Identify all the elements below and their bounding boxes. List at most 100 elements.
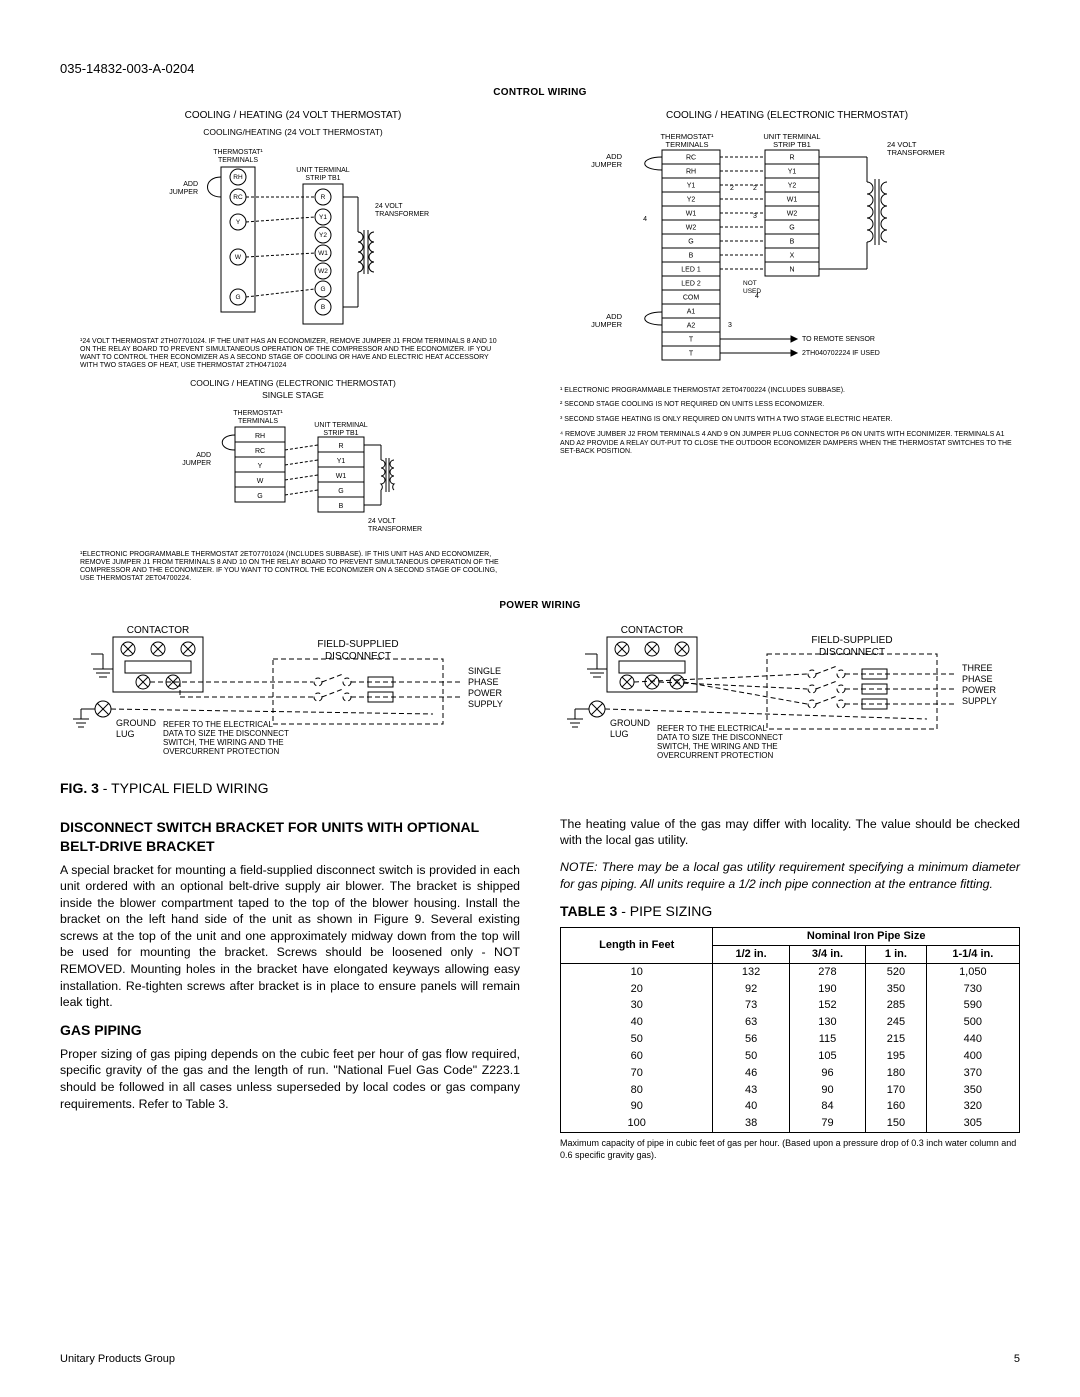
left-sub2: COOLING / HEATING (ELECTRONIC THERMOSTAT… — [60, 378, 526, 401]
table-row: 101322785201,050 — [561, 963, 1020, 980]
svg-text:POWER: POWER — [962, 685, 997, 695]
left-fn2: ¹ELECTRONIC PROGRAMMABLE THERMOSTAT 2ET0… — [80, 551, 506, 583]
svg-text:W: W — [235, 254, 242, 261]
svg-text:2: 2 — [753, 185, 757, 192]
diagram-elec-full: THERMOSTAT¹TERMINALS UNIT TERMINALSTRIP … — [554, 127, 1020, 367]
svg-text:R: R — [321, 194, 326, 201]
svg-text:RH: RH — [233, 174, 243, 181]
svg-text:TERMINALS: TERMINALS — [218, 157, 258, 164]
svg-text:LUG: LUG — [610, 729, 629, 739]
svg-text:ADD: ADD — [183, 181, 198, 188]
th-col: 1/2 in. — [713, 945, 789, 963]
svg-text:W2: W2 — [787, 210, 798, 217]
svg-text:N: N — [789, 266, 794, 273]
footnote: ⁴ REMOVE JUMBER J2 FROM TERMINALS 4 AND … — [560, 431, 1014, 457]
svg-text:STRIP TB1: STRIP TB1 — [323, 430, 358, 437]
svg-text:W1: W1 — [686, 210, 697, 217]
th-length: Length in Feet — [561, 927, 713, 963]
svg-text:STRIP TB1: STRIP TB1 — [305, 175, 340, 182]
right-main-title: COOLING / HEATING (ELECTRONIC THERMOSTAT… — [554, 109, 1020, 123]
svg-text:USED: USED — [743, 288, 761, 295]
footer-right: 5 — [1014, 1352, 1020, 1367]
svg-text:DISCONNECT: DISCONNECT — [819, 647, 885, 658]
svg-text:A2: A2 — [687, 322, 696, 329]
svg-text:THREE: THREE — [962, 663, 993, 673]
svg-text:Y: Y — [258, 463, 263, 470]
left-sub1: COOLING/HEATING (24 VOLT THERMOSTAT) — [60, 127, 526, 138]
svg-text:G: G — [320, 286, 325, 293]
svg-text:B: B — [339, 503, 344, 510]
footnote: ³ SECOND STAGE HEATING IS ONLY REQUIRED … — [560, 416, 1014, 425]
svg-text:4: 4 — [643, 216, 647, 223]
svg-text:W1: W1 — [336, 473, 347, 480]
power-wiring-label: POWER WIRING — [60, 599, 1020, 613]
heading-disconnect: DISCONNECT SWITCH BRACKET FOR UNITS WITH… — [60, 818, 520, 856]
svg-text:COM: COM — [683, 294, 700, 301]
svg-text:LED 2: LED 2 — [681, 280, 701, 287]
doc-number: 035-14832-003-A-0204 — [60, 60, 1020, 78]
svg-text:TO REMOTE SENSOR: TO REMOTE SENSOR — [802, 336, 875, 343]
svg-text:X: X — [790, 252, 795, 259]
svg-text:THERMOSTAT¹: THERMOSTAT¹ — [233, 410, 283, 417]
th-col: 1-1/4 in. — [926, 945, 1019, 963]
svg-text:UNIT TERMINAL: UNIT TERMINAL — [314, 422, 368, 429]
svg-text:OVERCURRENT PROTECTION: OVERCURRENT PROTECTION — [163, 747, 280, 756]
svg-text:SWITCH, THE WIRING AND THE: SWITCH, THE WIRING AND THE — [163, 738, 284, 747]
table-row: 804390170350 — [561, 1082, 1020, 1099]
svg-text:G: G — [789, 224, 794, 231]
svg-text:W1: W1 — [787, 196, 798, 203]
svg-text:Y1: Y1 — [687, 182, 696, 189]
svg-text:W2: W2 — [318, 268, 328, 275]
pipe-table: Length in Feet Nominal Iron Pipe Size 1/… — [560, 927, 1020, 1133]
table-row: 904084160320 — [561, 1098, 1020, 1115]
svg-text:B: B — [790, 238, 795, 245]
th-nominal: Nominal Iron Pipe Size — [713, 927, 1020, 945]
svg-text:TRANSFORMER: TRANSFORMER — [887, 148, 946, 157]
svg-text:REFER TO THE ELECTRICAL: REFER TO THE ELECTRICAL — [163, 720, 273, 729]
svg-text:B: B — [321, 304, 325, 311]
left-fn1: ¹24 VOLT THERMOSTAT 2TH07701024. IF THE … — [80, 338, 506, 370]
svg-text:SINGLE: SINGLE — [468, 666, 501, 676]
svg-text:DATA TO SIZE THE DISCONNECT: DATA TO SIZE THE DISCONNECT — [657, 733, 783, 742]
table-fn: Maximum capacity of pipe in cubic feet o… — [560, 1137, 1020, 1161]
svg-text:GROUND: GROUND — [116, 718, 156, 728]
heading-gas: GAS PIPING — [60, 1021, 520, 1040]
svg-text:Y1: Y1 — [337, 458, 346, 465]
svg-text:THERMOSTAT¹: THERMOSTAT¹ — [213, 149, 263, 156]
diagram-24v: THERMOSTAT¹TERMINALS UNIT TERMINALSTRIP … — [60, 142, 526, 332]
svg-text:POWER: POWER — [468, 688, 503, 698]
svg-text:DATA TO SIZE THE DISCONNECT: DATA TO SIZE THE DISCONNECT — [163, 729, 289, 738]
svg-text:CONTACTOR: CONTACTOR — [127, 625, 189, 636]
svg-text:OVERCURRENT PROTECTION: OVERCURRENT PROTECTION — [657, 751, 774, 760]
th-col: 3/4 in. — [789, 945, 865, 963]
svg-text:STRIP TB1: STRIP TB1 — [773, 140, 811, 149]
table-row: 5056115215440 — [561, 1031, 1020, 1048]
table-caption: TABLE 3 - PIPE SIZING — [560, 902, 1020, 921]
svg-text:RC: RC — [233, 194, 243, 201]
para-gas: Proper sizing of gas piping depends on t… — [60, 1046, 520, 1112]
svg-text:ADD: ADD — [196, 452, 211, 459]
svg-text:DISCONNECT: DISCONNECT — [325, 651, 391, 662]
svg-text:JUMPER: JUMPER — [591, 320, 622, 329]
svg-text:TERMINALS: TERMINALS — [238, 418, 278, 425]
svg-text:24 VOLT: 24 VOLT — [375, 203, 403, 210]
svg-text:LED 1: LED 1 — [681, 266, 701, 273]
svg-text:NOT: NOT — [743, 280, 757, 287]
table-row: 2092190350730 — [561, 981, 1020, 998]
note: NOTE: There may be a local gas utility r… — [560, 859, 1020, 892]
svg-text:CONTACTOR: CONTACTOR — [621, 625, 683, 636]
th-col: 1 in. — [866, 945, 927, 963]
control-wiring-label: CONTROL WIRING — [60, 86, 1020, 100]
svg-text:Y2: Y2 — [788, 182, 797, 189]
svg-text:24 VOLT: 24 VOLT — [368, 518, 396, 525]
svg-text:G: G — [235, 294, 240, 301]
svg-text:W2: W2 — [686, 224, 697, 231]
svg-text:SUPPLY: SUPPLY — [468, 699, 503, 709]
svg-text:RC: RC — [255, 448, 265, 455]
svg-text:Y1: Y1 — [788, 168, 797, 175]
svg-text:RC: RC — [686, 154, 696, 161]
control-wiring-row: COOLING / HEATING (24 VOLT THERMOSTAT) C… — [60, 105, 1020, 591]
svg-text:RH: RH — [686, 168, 696, 175]
svg-text:GROUND: GROUND — [610, 718, 650, 728]
right-footnotes: ¹ ELECTRONIC PROGRAMMABLE THERMOSTAT 2ET… — [560, 387, 1014, 458]
